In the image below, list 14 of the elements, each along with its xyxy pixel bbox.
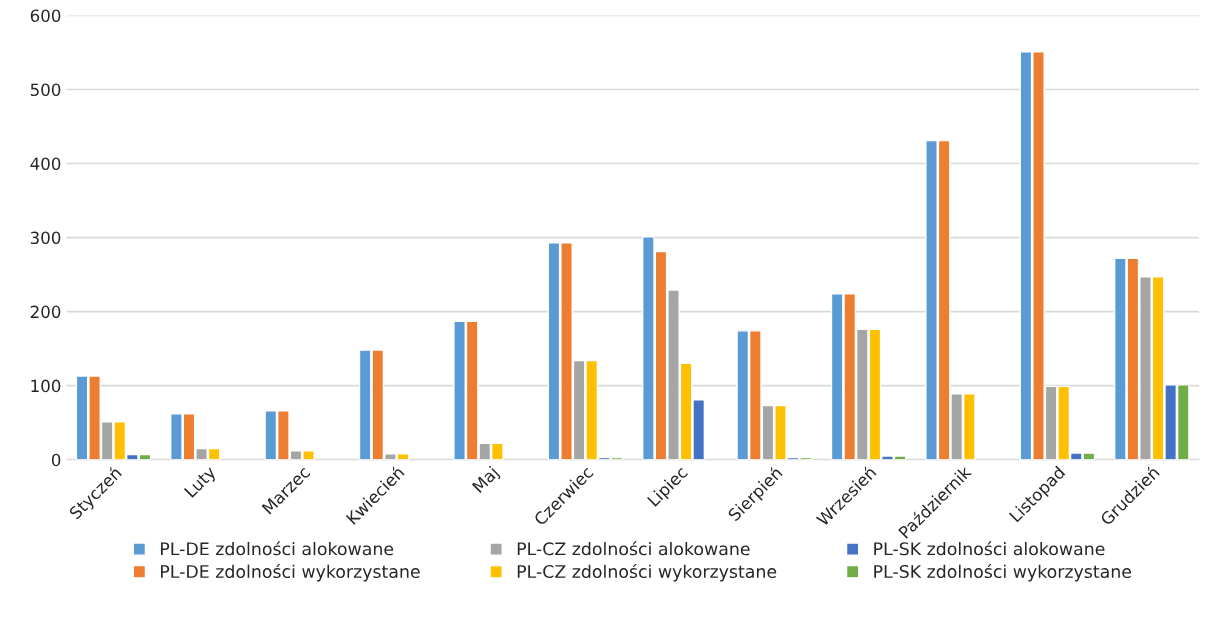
y-tick-label: 600 <box>30 9 61 22</box>
legend-label: PL-CZ zdolności alokowane <box>517 541 750 556</box>
y-tick-label: 300 <box>30 231 61 245</box>
x-tick-label: Maj <box>471 465 502 496</box>
y-tick-label: 500 <box>30 83 61 97</box>
y-tick-label: 400 <box>30 157 61 171</box>
legend-label: PL-CZ zdolności wykorzystane <box>517 563 777 582</box>
legend-label: PL-SK zdolności alokowane <box>874 541 1105 556</box>
legend-label: PL-DE zdolności alokowane <box>161 541 394 556</box>
y-tick-label: 0 <box>51 453 61 467</box>
legend-label: PL-DE zdolności wykorzystane <box>161 563 420 582</box>
legend-label: PL-SK zdolności wykorzystane <box>874 563 1132 582</box>
y-tick-label: 200 <box>30 305 61 319</box>
y-tick-label: 100 <box>31 379 61 393</box>
